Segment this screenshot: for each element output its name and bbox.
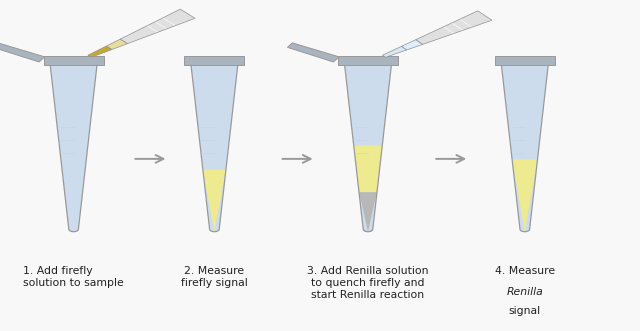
Text: 1. Add firefly
solution to sample: 1. Add firefly solution to sample	[23, 266, 124, 288]
Polygon shape	[359, 192, 377, 232]
Polygon shape	[416, 11, 492, 44]
Polygon shape	[120, 9, 195, 44]
Polygon shape	[344, 60, 392, 232]
Polygon shape	[0, 43, 45, 62]
Polygon shape	[191, 60, 239, 232]
Polygon shape	[500, 60, 548, 232]
Polygon shape	[88, 46, 112, 57]
Bar	[495, 56, 555, 65]
Polygon shape	[50, 60, 97, 232]
Text: Renilla: Renilla	[506, 287, 543, 297]
Text: signal: signal	[509, 306, 541, 316]
Polygon shape	[354, 146, 382, 192]
Polygon shape	[287, 43, 339, 62]
Polygon shape	[512, 160, 538, 232]
Polygon shape	[106, 39, 127, 49]
Bar	[44, 56, 104, 65]
Bar	[338, 56, 398, 65]
Polygon shape	[203, 170, 226, 232]
Text: 3. Add Renilla solution
to quench firefly and
start Renilla reaction: 3. Add Renilla solution to quench firefl…	[307, 266, 429, 300]
Bar	[184, 56, 244, 65]
Polygon shape	[383, 46, 407, 57]
Text: 4. Measure: 4. Measure	[495, 266, 555, 276]
Text: 2. Measure
firefly signal: 2. Measure firefly signal	[181, 266, 248, 288]
Polygon shape	[401, 40, 423, 50]
